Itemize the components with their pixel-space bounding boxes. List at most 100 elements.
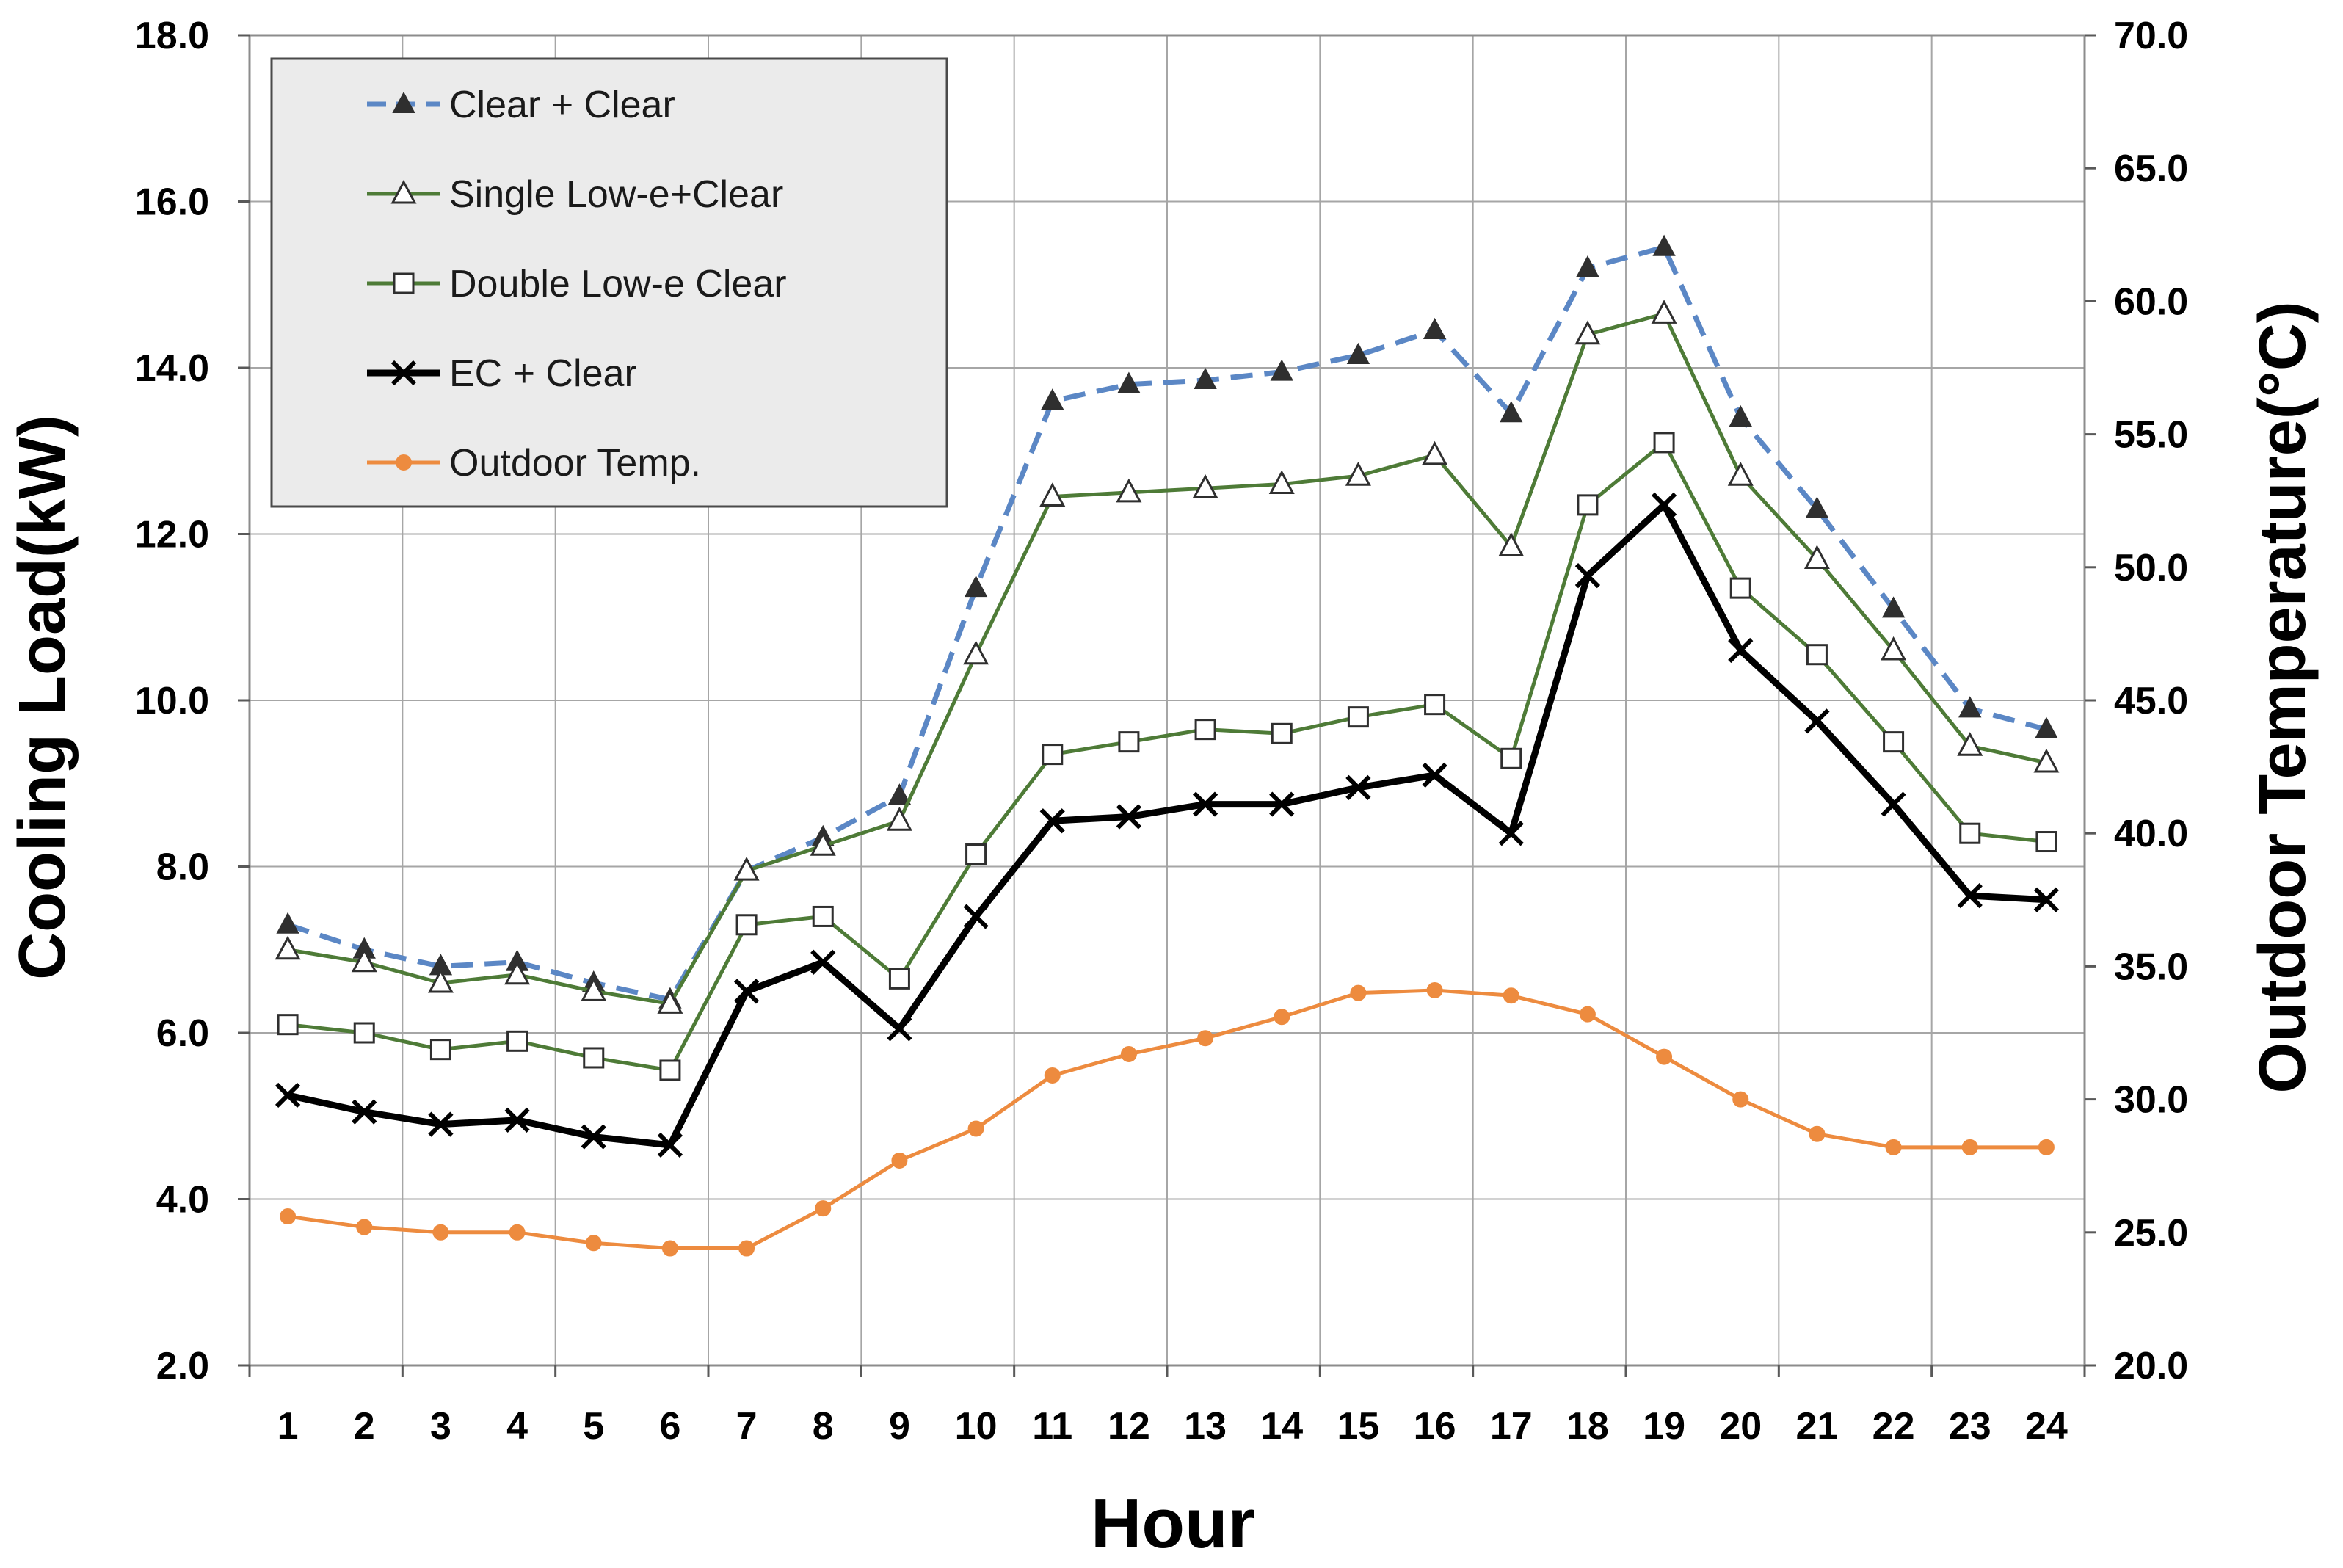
data-point (733, 979, 760, 1004)
series-4 (280, 982, 2055, 1257)
data-point (963, 904, 989, 929)
y2-tick-label: 45.0 (2114, 680, 2188, 722)
data-point (659, 1059, 681, 1081)
data-point (1274, 1009, 1290, 1026)
data-point (1881, 791, 1906, 817)
legend-swatch-marker (392, 91, 415, 113)
y-axis-ticks: 2.0 4.0 6.0 8.0 10.0 12.0 14.0 16.0 18.0 (135, 15, 250, 1387)
data-point (2033, 748, 2060, 773)
data-point (2033, 887, 2060, 912)
data-point (1118, 731, 1140, 753)
data-point (1422, 762, 1447, 788)
data-point (1656, 1048, 1673, 1065)
x-tick-label: 22 (1872, 1405, 1915, 1448)
data-point (1957, 883, 1983, 909)
legend-label: Clear + Clear (449, 84, 675, 126)
data-point (1194, 719, 1216, 741)
x-tick-label: 4 (506, 1405, 528, 1448)
x-tick-label: 1 (277, 1405, 299, 1448)
data-point (585, 1235, 602, 1252)
data-point (1120, 1045, 1137, 1062)
series-2 (277, 432, 2057, 1081)
data-point (1041, 388, 1064, 410)
series-1 (275, 300, 2060, 1014)
y2-tick-label: 25.0 (2114, 1212, 2188, 1255)
data-point (1885, 1139, 1902, 1155)
data-point (1424, 694, 1446, 716)
data-point (1192, 791, 1218, 817)
y-tick-label: 10.0 (135, 680, 209, 722)
x-tick-label: 17 (1490, 1405, 1533, 1448)
x-tick-label: 10 (955, 1405, 998, 1448)
data-point (1269, 791, 1295, 817)
data-point (2035, 716, 2058, 738)
data-point (1809, 1125, 1826, 1142)
data-point (1653, 432, 1675, 454)
x-tick-label: 5 (583, 1405, 604, 1448)
x-tick-label: 20 (1719, 1405, 1762, 1448)
y2-axis-title: Outdoor Temperature(°C) (2246, 301, 2320, 1093)
data-point (1958, 696, 1982, 718)
legend-label: Outdoor Temp. (449, 442, 701, 484)
data-point (963, 640, 989, 665)
data-point (1197, 1030, 1214, 1047)
data-point (1042, 744, 1064, 766)
x-tick-label: 24 (2025, 1405, 2068, 1448)
data-point (504, 960, 531, 985)
data-point (1806, 644, 1828, 666)
data-point (280, 1208, 297, 1225)
y-axis-title: Cooling Load(kW) (6, 415, 79, 980)
data-point (509, 1224, 526, 1241)
data-point (1498, 532, 1525, 556)
x-tick-label: 15 (1337, 1405, 1379, 1448)
legend-swatch-marker (396, 454, 412, 471)
y-tick-label: 12.0 (135, 514, 209, 556)
series-3 (275, 492, 2060, 1158)
data-point (888, 968, 910, 990)
data-point (1732, 1091, 1749, 1108)
data-point (661, 1240, 678, 1257)
data-point (815, 1200, 832, 1217)
legend-swatch-marker (393, 272, 415, 294)
data-point (275, 935, 301, 960)
data-point (1727, 462, 1754, 486)
data-point (504, 1107, 530, 1133)
data-point (965, 843, 987, 865)
y-tick-label: 6.0 (156, 1012, 209, 1055)
data-point (733, 856, 760, 881)
data-point (1039, 482, 1066, 507)
data-point (1881, 596, 1906, 618)
data-point (1959, 822, 1981, 844)
x-tick-label: 23 (1949, 1405, 1991, 1448)
x-axis-title: Hour (1091, 1484, 1255, 1563)
x-axis-ticks: 1 2 3 4 5 6 7 8 9 10 11 12 13 14 15 16 17 18 19 20 21 22 23 24 (248, 1365, 2086, 1448)
data-point (1728, 637, 1754, 664)
data-point (1961, 1139, 1978, 1155)
series-line (287, 988, 2046, 1251)
x-tick-label: 3 (430, 1405, 451, 1448)
data-point (1577, 494, 1599, 516)
data-point (1500, 747, 1522, 769)
data-point (1422, 440, 1448, 465)
legend-label: Single Low-e+Clear (449, 173, 783, 216)
series-layer (275, 234, 2060, 1257)
data-point (735, 914, 758, 936)
series-line (286, 244, 2047, 1003)
data-point (427, 968, 454, 993)
data-point (583, 1047, 605, 1069)
data-point (1116, 478, 1142, 503)
legend-label: EC + Clear (449, 352, 637, 395)
data-point (429, 1039, 451, 1061)
data-point (1268, 470, 1295, 495)
y-tick-label: 14.0 (135, 347, 209, 390)
y2-tick-label: 70.0 (2114, 15, 2188, 57)
data-point (1194, 367, 1217, 389)
data-point (1729, 404, 1752, 427)
x-tick-label: 19 (1643, 1405, 1685, 1448)
y-tick-label: 18.0 (135, 15, 209, 57)
data-point (887, 783, 912, 805)
series-line (287, 311, 2047, 1006)
data-point (1804, 708, 1830, 734)
data-point (1117, 371, 1141, 393)
data-point (1345, 462, 1371, 486)
